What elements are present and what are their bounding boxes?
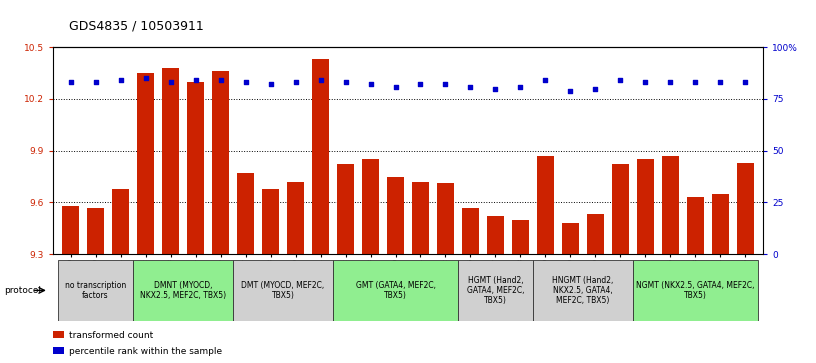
Point <box>714 79 727 85</box>
Bar <box>162 68 180 254</box>
Bar <box>53 331 64 338</box>
Bar <box>262 189 279 254</box>
Bar <box>58 260 133 321</box>
Point <box>64 79 77 85</box>
Bar <box>387 176 404 254</box>
Point <box>439 82 452 87</box>
Point <box>414 82 427 87</box>
Bar <box>137 73 154 254</box>
Point <box>664 79 677 85</box>
Bar <box>458 260 533 321</box>
Point <box>189 77 202 83</box>
Bar <box>662 156 679 254</box>
Text: NGMT (NKX2.5, GATA4, MEF2C,
TBX5): NGMT (NKX2.5, GATA4, MEF2C, TBX5) <box>636 281 755 300</box>
Text: no transcription
factors: no transcription factors <box>65 281 126 300</box>
Bar <box>286 182 304 254</box>
Point <box>589 86 602 91</box>
Point <box>739 79 752 85</box>
Bar <box>187 82 204 254</box>
Bar <box>333 260 458 321</box>
Bar <box>533 260 633 321</box>
Point <box>614 77 627 83</box>
Point <box>239 79 252 85</box>
Text: GMT (GATA4, MEF2C,
TBX5): GMT (GATA4, MEF2C, TBX5) <box>356 281 436 300</box>
Text: GDS4835 / 10503911: GDS4835 / 10503911 <box>69 20 204 33</box>
Point <box>89 79 102 85</box>
Bar <box>237 173 255 254</box>
Bar <box>537 156 554 254</box>
Bar <box>112 189 129 254</box>
Point <box>264 82 277 87</box>
Point <box>689 79 702 85</box>
Point <box>289 79 302 85</box>
Point <box>314 77 327 83</box>
Text: HGMT (Hand2,
GATA4, MEF2C,
TBX5): HGMT (Hand2, GATA4, MEF2C, TBX5) <box>467 276 524 305</box>
Point <box>214 77 227 83</box>
Text: protocol: protocol <box>4 286 41 295</box>
Point <box>389 83 402 89</box>
Bar <box>561 223 579 254</box>
Bar <box>737 163 754 254</box>
Point <box>539 77 552 83</box>
Bar <box>361 159 379 254</box>
Bar <box>462 208 479 254</box>
Point <box>514 83 527 89</box>
Point <box>639 79 652 85</box>
Point <box>114 77 127 83</box>
Point <box>564 88 577 94</box>
Point <box>339 79 352 85</box>
Point <box>364 82 377 87</box>
Bar <box>53 347 64 354</box>
Bar <box>312 59 330 254</box>
Point <box>464 83 477 89</box>
Bar <box>337 164 354 254</box>
Bar <box>636 159 654 254</box>
Bar <box>233 260 333 321</box>
Point <box>139 76 152 81</box>
Bar <box>486 216 504 254</box>
Bar <box>712 194 730 254</box>
Bar <box>633 260 758 321</box>
Text: HNGMT (Hand2,
NKX2.5, GATA4,
MEF2C, TBX5): HNGMT (Hand2, NKX2.5, GATA4, MEF2C, TBX5… <box>552 276 614 305</box>
Bar <box>133 260 233 321</box>
Bar <box>412 182 429 254</box>
Bar <box>86 208 104 254</box>
Text: transformed count: transformed count <box>69 331 153 339</box>
Bar <box>587 215 604 254</box>
Bar <box>437 183 455 254</box>
Text: DMT (MYOCD, MEF2C,
TBX5): DMT (MYOCD, MEF2C, TBX5) <box>242 281 325 300</box>
Bar <box>512 220 530 254</box>
Text: percentile rank within the sample: percentile rank within the sample <box>69 347 222 356</box>
Bar <box>62 206 79 254</box>
Point <box>164 79 177 85</box>
Bar <box>687 197 704 254</box>
Text: DMNT (MYOCD,
NKX2.5, MEF2C, TBX5): DMNT (MYOCD, NKX2.5, MEF2C, TBX5) <box>140 281 226 300</box>
Point <box>489 86 502 91</box>
Bar <box>212 72 229 254</box>
Bar <box>612 164 629 254</box>
